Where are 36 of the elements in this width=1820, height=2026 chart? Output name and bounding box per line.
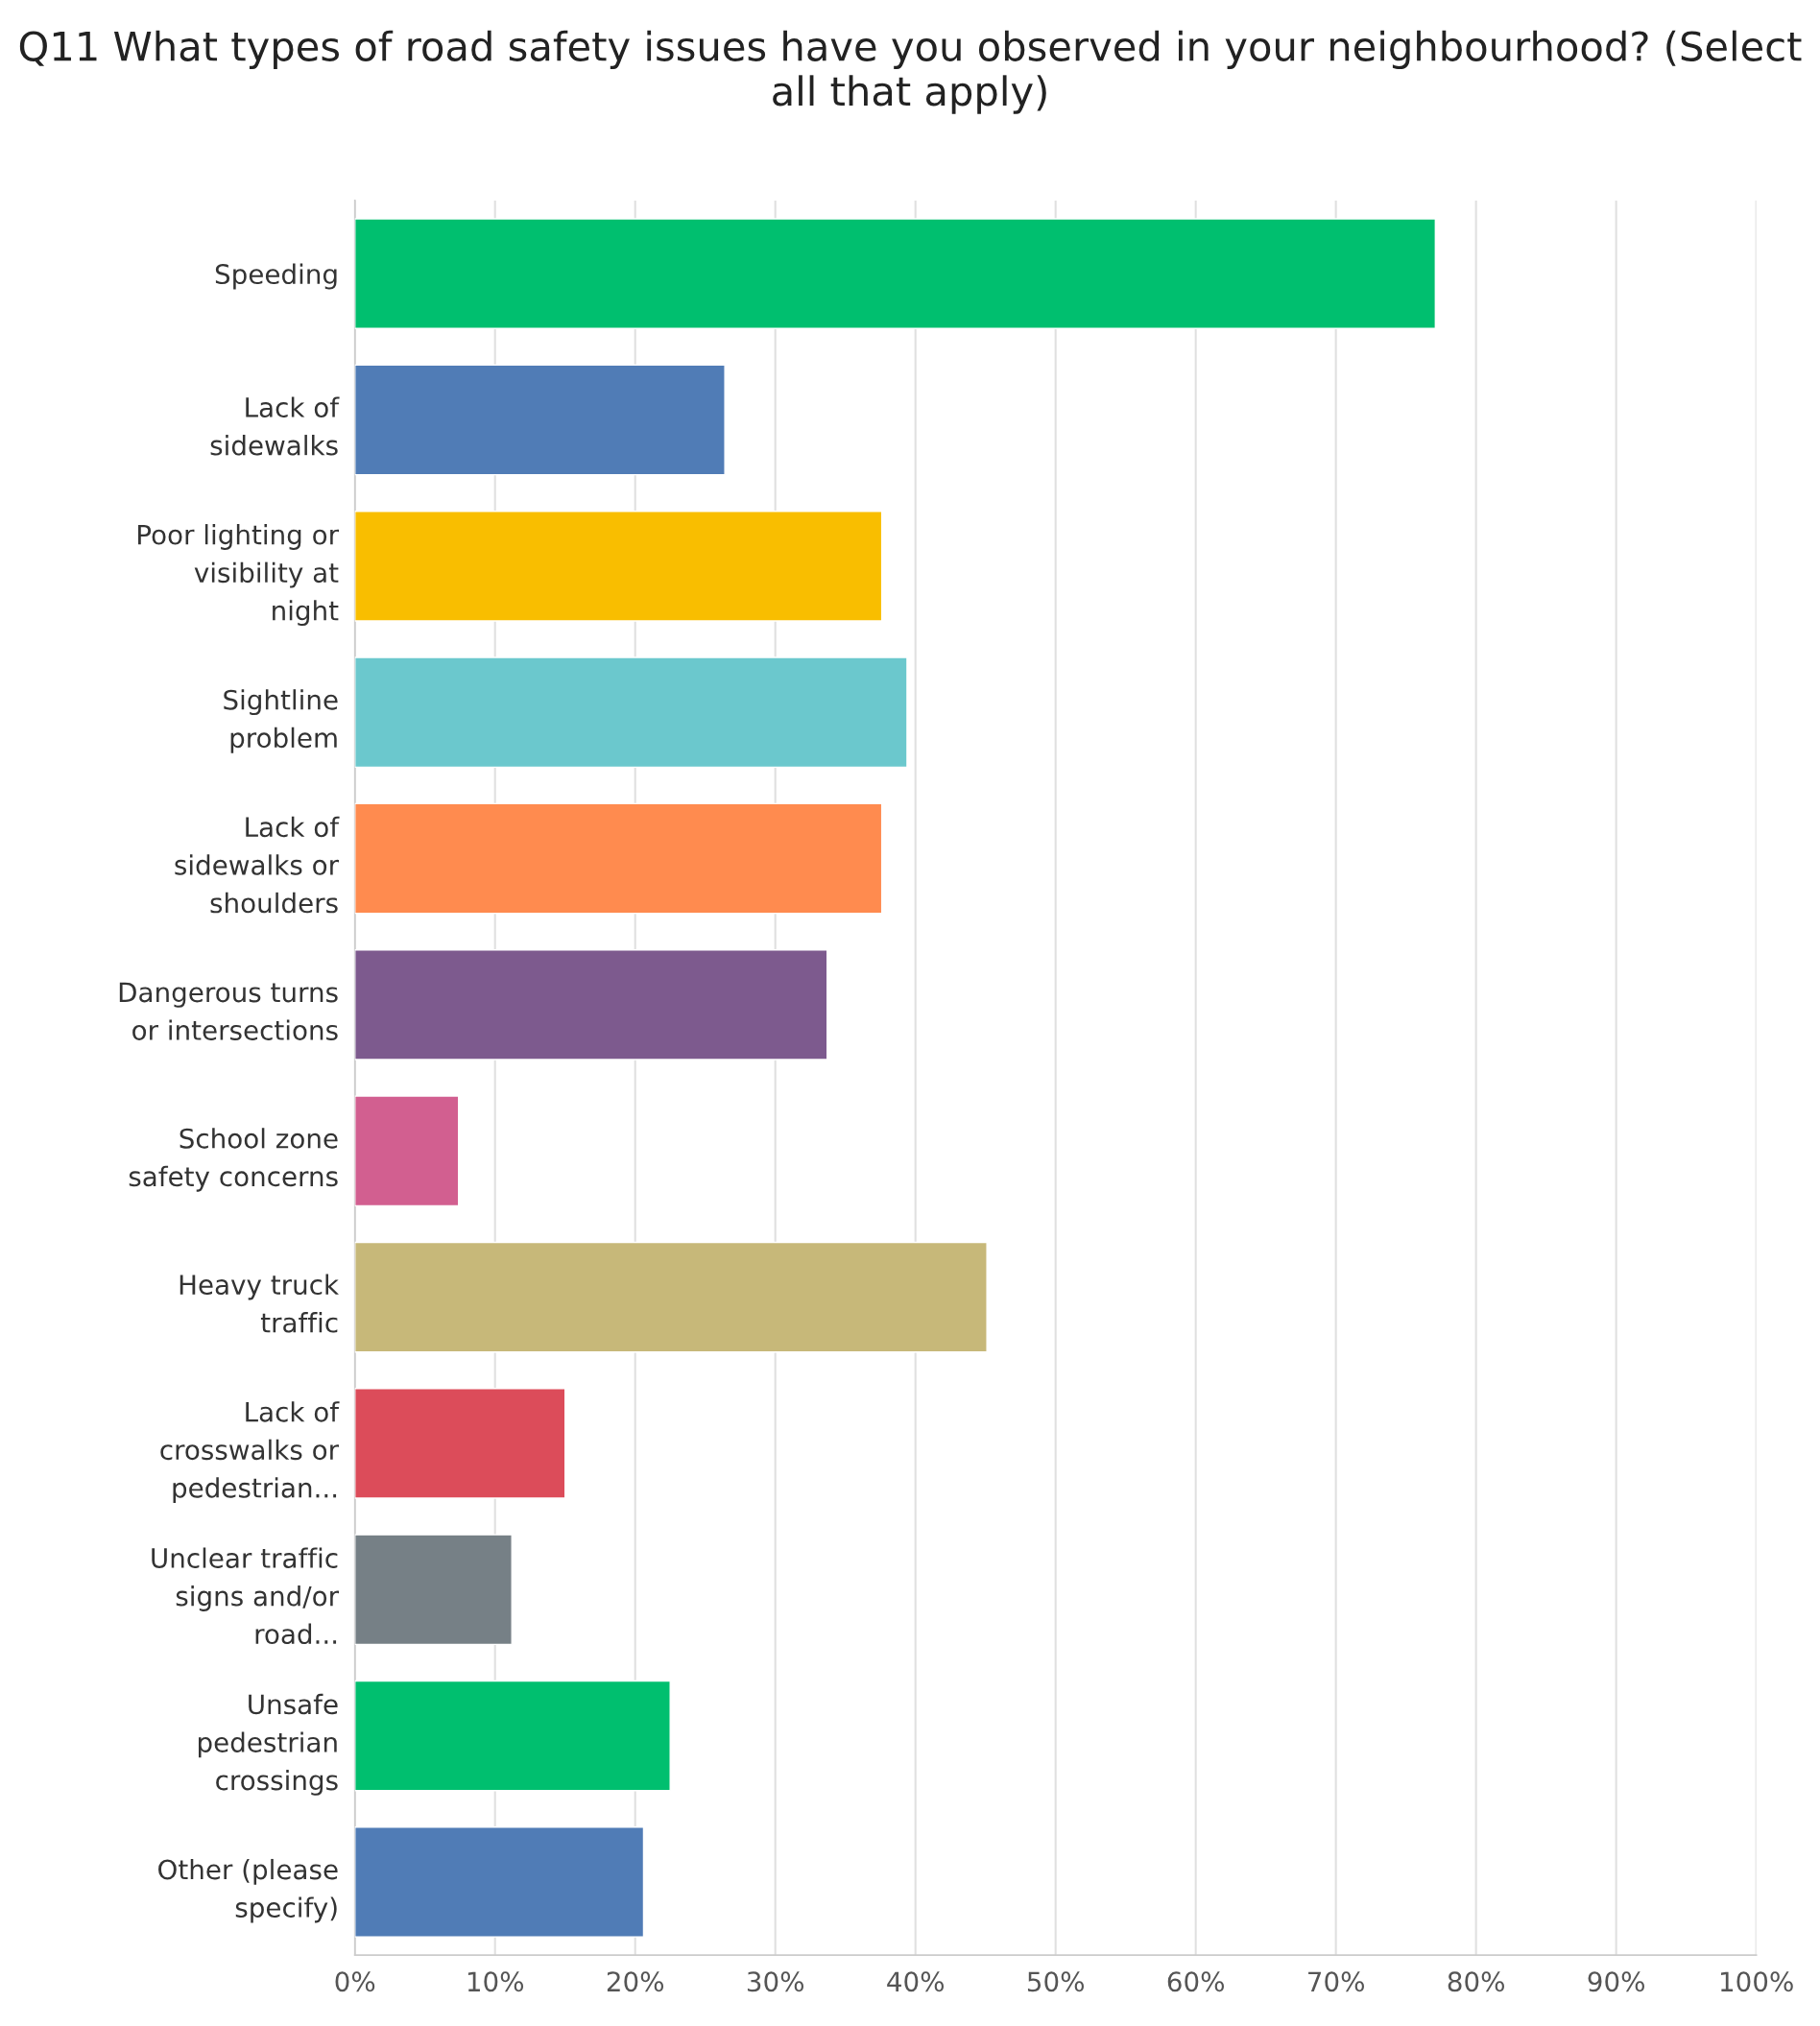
x-tick-label: 50% [1027, 1971, 1085, 1992]
y-tick-label: Lack of sidewalks or shoulders [175, 816, 340, 914]
x-tick-label: 40% [887, 1971, 945, 1992]
bar [354, 949, 828, 1061]
x-tick-label: 70% [1308, 1971, 1364, 1992]
chart-title: Q11 What types of road safety issues have you observed in your neighbourhood? (Select all that apply) [19, 30, 1802, 114]
bar [354, 1680, 671, 1792]
x-tick-label: 20% [607, 1971, 664, 1992]
bar [354, 1095, 460, 1207]
y-tick-label: Speeding [215, 263, 337, 290]
y-tick-label: Heavy truck traffic [180, 1274, 339, 1333]
y-tick-label: Poor lighting or visibility at night [138, 524, 340, 627]
y-tick-label: Other (please specify) [158, 1858, 338, 1923]
y-tick-label: Lack of sidewalks [210, 396, 340, 456]
bar [354, 656, 908, 769]
x-tick-label: 0% [335, 1971, 375, 1992]
bar [354, 1241, 988, 1353]
y-tick-label: Lack of crosswalks or pedestrian... [160, 1401, 340, 1504]
bar [354, 802, 883, 915]
y-tick-label: Unsafe pedestrian crossings [199, 1693, 338, 1796]
y-tick-label: Dangerous turns or intersections [119, 982, 338, 1040]
x-tick-label: 90% [1588, 1971, 1644, 1992]
y-tick-label: Sightline problem [224, 689, 338, 753]
bar [354, 218, 1437, 329]
x-tick-label: 30% [747, 1971, 804, 1992]
y-tick-label: School zone safety concerns [129, 1128, 338, 1192]
x-tick-label: 80% [1448, 1971, 1504, 1992]
bar [354, 364, 726, 476]
y-tick-label: Unclear traffic signs and/or road... [152, 1547, 340, 1645]
bar [354, 511, 883, 622]
x-tick-label: 60% [1167, 1971, 1225, 1992]
bar [354, 1826, 645, 1938]
x-tick-label: 100% [1720, 1971, 1793, 1992]
bar [354, 1534, 513, 1646]
bar [354, 1388, 566, 1499]
x-tick-label: 10% [467, 1971, 524, 1992]
